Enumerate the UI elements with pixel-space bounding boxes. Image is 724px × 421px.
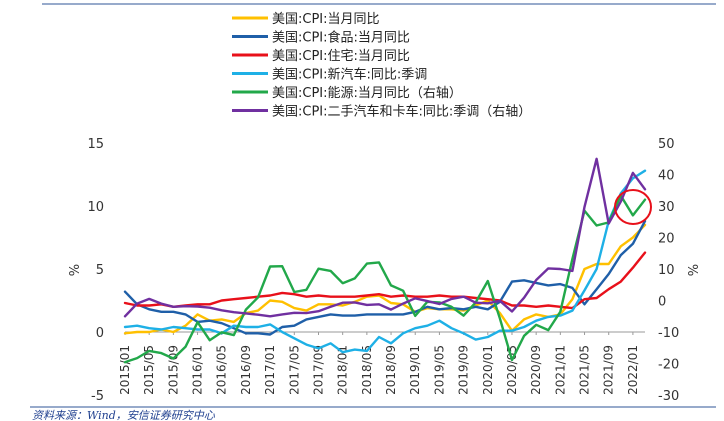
series-line-3 [123, 251, 647, 310]
y-right-tick-label: 50 [658, 137, 675, 152]
legend-label-4: 美国:CPI:新汽车:同比:季调 [272, 67, 427, 83]
x-tick-label: 2018/09 [384, 345, 398, 395]
legend: 美国:CPI:当月同比美国:CPI:食品:当月同比美国:CPI:住宅:当月同比美… [232, 12, 531, 120]
x-tick-label: 2016/05 [215, 345, 229, 395]
y-right-tick-label: 40 [658, 169, 675, 184]
x-tick-label: 2016/09 [239, 345, 253, 395]
x-tick-label: 2020/05 [505, 345, 519, 395]
legend-label-5: 美国:CPI:能源:当月同比（右轴） [272, 86, 462, 101]
x-tick-label: 2020/09 [529, 345, 543, 395]
y-right-tick-label: 30 [658, 200, 675, 215]
y-right-tick-label: 20 [658, 232, 675, 247]
x-tick-label: 2021/05 [578, 345, 592, 395]
y-left-tick-label: -5 [91, 389, 104, 404]
x-tick-label: 2021/09 [602, 345, 616, 395]
x-tick-label: 2017/01 [263, 345, 277, 395]
highlight-circle [614, 189, 652, 225]
y-left-tick-label: 5 [96, 263, 104, 278]
x-tick-label: 2016/01 [191, 345, 205, 395]
x-tick-label: 2019/01 [408, 345, 422, 395]
legend-label-3: 美国:CPI:住宅:当月同比 [272, 49, 410, 64]
x-tick-label: 2020/01 [481, 345, 495, 395]
y-right-tick-label: 0 [658, 295, 666, 310]
x-tick-label: 2018/01 [336, 345, 350, 395]
x-tick-label: 2022/01 [626, 345, 640, 395]
x-tick-label: 2019/05 [432, 345, 446, 395]
x-tick-label: 2015/05 [142, 345, 156, 395]
series-line-2 [123, 219, 647, 336]
y-left-tick-label: 10 [87, 200, 104, 215]
y-right-tick-label: -20 [658, 358, 679, 373]
x-tick-label: 2015/01 [118, 345, 132, 395]
y-left-tick-label: 15 [87, 137, 104, 152]
y-left-axis-label: % [68, 264, 83, 276]
series-line-6 [123, 157, 647, 318]
legend-label-6: 美国:CPI:二手汽车和卡车:同比:季调（右轴） [272, 104, 531, 120]
x-tick-label: 2017/09 [311, 345, 325, 395]
x-tick-label: 2018/05 [360, 345, 374, 395]
y-right-tick-label: -10 [658, 326, 679, 341]
series-line-5 [123, 194, 647, 364]
legend-label-2: 美国:CPI:食品:当月同比 [272, 30, 410, 46]
y-right-axis-label: % [687, 264, 702, 276]
y-left-tick-label: 0 [96, 326, 104, 341]
x-tick-label: 2017/05 [287, 345, 301, 395]
series-line-4 [123, 169, 647, 354]
source-note: 资料来源：Wind，安信证券研究中心 [32, 409, 216, 421]
y-right-tick-label: 10 [658, 263, 675, 278]
series-layer [123, 157, 647, 364]
x-tick-label: 2019/09 [457, 345, 471, 395]
y-right-tick-label: -30 [658, 389, 679, 404]
legend-label-1: 美国:CPI:当月同比 [272, 12, 380, 27]
x-tick-label: 2021/01 [553, 345, 567, 395]
